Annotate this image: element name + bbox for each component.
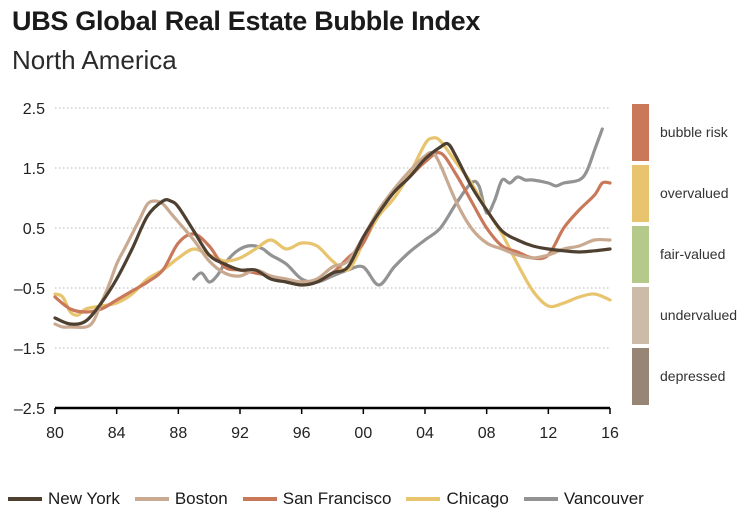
x-tick-label: 12 (539, 425, 557, 442)
band-label-overvalued: overvalued (660, 184, 729, 201)
x-tick-label: 80 (46, 425, 64, 442)
axes: 2.5 1.5 0.5 –0.5 –1.5 –2.580 84 88 92 96 00 04 08 12 1… (14, 101, 619, 442)
legend-label: Chicago (446, 489, 509, 508)
legend-item-vancouver: Vancouver (523, 489, 644, 509)
legend-label: Boston (174, 489, 228, 508)
series-line-boston (53, 150, 612, 330)
y-tick-label: 2.5 (23, 101, 45, 118)
series-line-new-york (53, 141, 612, 326)
band-depressed (632, 348, 649, 405)
legend-item-new-york: New York (8, 489, 120, 509)
x-tick-label: 08 (478, 425, 496, 442)
legend-swatch (134, 497, 169, 501)
x-tick-label: 96 (293, 425, 311, 442)
legend-label: San Francisco (282, 489, 392, 508)
legend-swatch (523, 497, 558, 501)
y-tick-label: –1.5 (14, 341, 45, 358)
x-tick-label: 84 (108, 425, 126, 442)
y-tick-label: –2.5 (14, 401, 45, 418)
x-tick-label: 00 (354, 425, 372, 442)
series-lines (53, 127, 612, 330)
band-bubble-risk (632, 104, 649, 161)
y-tick-label: –0.5 (14, 281, 45, 298)
legend-label: New York (48, 489, 120, 508)
gridlines (55, 107, 610, 349)
y-tick-label: 1.5 (23, 161, 45, 178)
band-label-depressed: depressed (660, 367, 726, 384)
band-label-undervalued: undervalued (660, 306, 738, 323)
y-tick-label: 0.5 (23, 221, 45, 238)
legend-item-chicago: Chicago (406, 489, 509, 509)
legend-item-boston: Boston (134, 489, 228, 509)
band-fair-valued (632, 226, 649, 283)
legend-swatch (406, 497, 441, 501)
chart-title: UBS Global Real Estate Bubble Index (12, 6, 481, 36)
band-undervalued (632, 287, 649, 344)
series-line-vancouver (192, 127, 604, 287)
legend-swatch (242, 497, 277, 501)
x-tick-label: 04 (416, 425, 434, 442)
chart-subtitle: North America (12, 45, 177, 75)
x-tick-label: 92 (231, 425, 249, 442)
band-overvalued (632, 165, 649, 222)
legend-item-san-francisco: San Francisco (242, 489, 392, 509)
x-tick-label: 88 (169, 425, 187, 442)
band-label-bubble-risk: bubble risk (660, 123, 728, 140)
legend: New York Boston San Francisco Chicago Va… (8, 488, 659, 510)
legend-label: Vancouver (563, 489, 644, 508)
x-tick-label: 16 (601, 425, 619, 442)
legend-swatch (8, 497, 42, 501)
band-label-fair-valued: fair-valued (660, 245, 726, 262)
